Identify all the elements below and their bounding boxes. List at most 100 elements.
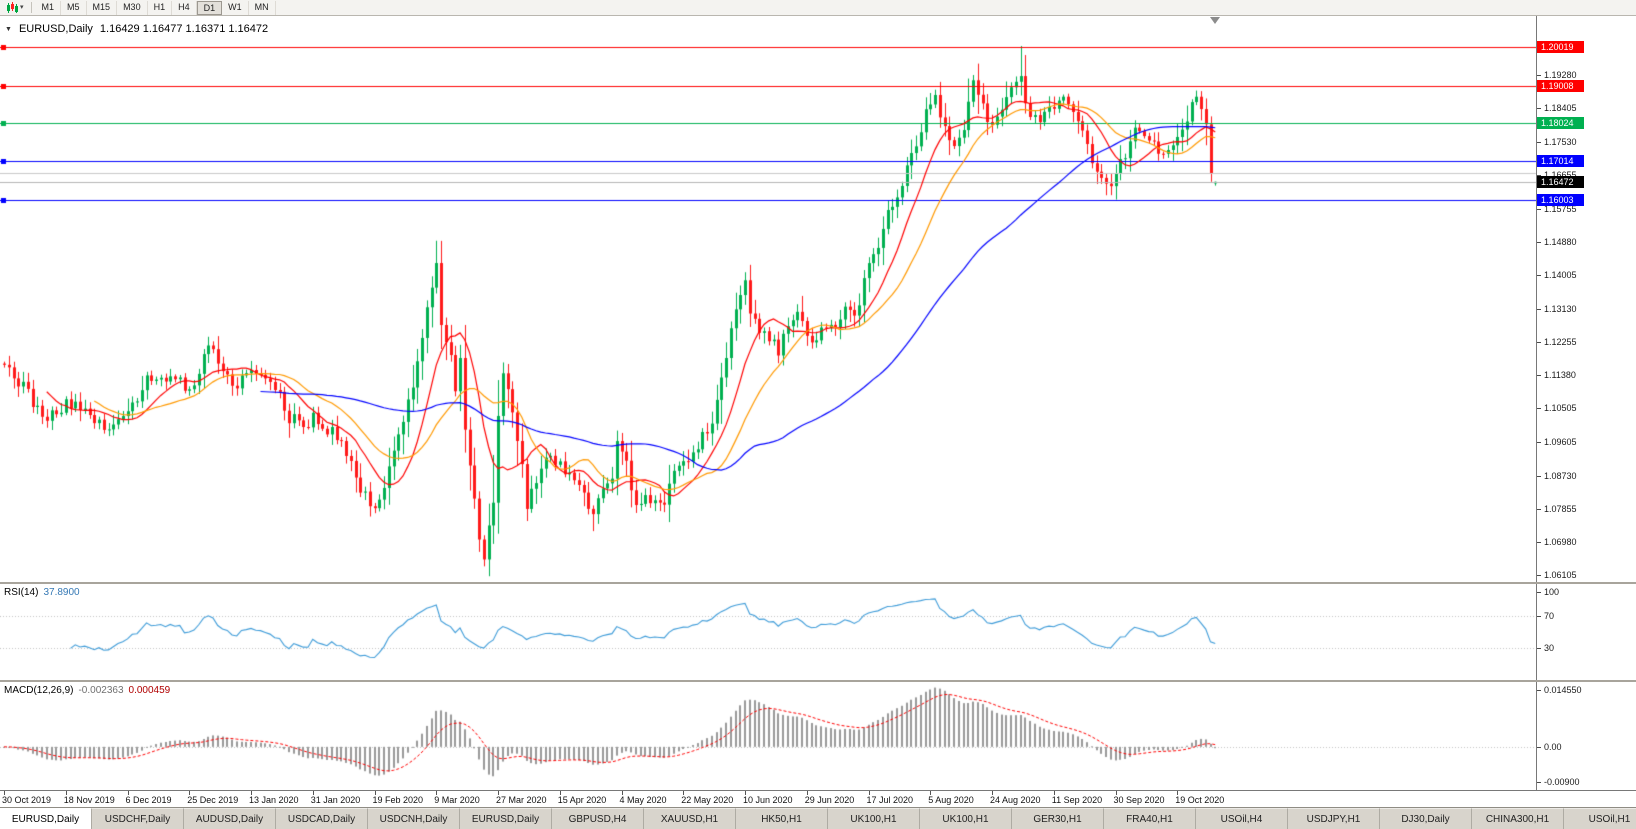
time-axis-label: 30 Sep 2020	[1113, 795, 1165, 805]
time-axis-tick	[992, 791, 993, 795]
timeframe-button-mn[interactable]: MN	[249, 0, 276, 15]
price-scale-label: 1.17530	[1544, 136, 1577, 147]
time-axis-label: 22 May 2020	[681, 795, 734, 805]
macd-indicator-label: MACD(12,26,9) -0.002363 0.000459	[4, 685, 170, 696]
hline-price-tag: 1.17014	[1537, 155, 1584, 168]
chart-tab-15-dj30-daily[interactable]: DJ30,Daily	[1380, 808, 1472, 829]
price-scale-label: 1.11380	[1544, 370, 1576, 381]
price-scale-label: 1.08730	[1544, 470, 1577, 481]
macd-signal-value: 0.000459	[128, 685, 171, 696]
chart-tab-10-uk100-h1[interactable]: UK100,H1	[920, 808, 1012, 829]
price-scale-label: 1.15755	[1544, 204, 1577, 215]
time-axis-label: 5 Aug 2020	[928, 795, 974, 805]
time-axis-tick	[189, 791, 190, 795]
time-axis-tick	[807, 791, 808, 795]
time-axis-label: 18 Nov 2019	[63, 795, 115, 805]
macd-scale[interactable]: 0.014550 0.00 -0.00900	[1536, 682, 1636, 790]
price-scale-label: 1.19280	[1544, 70, 1577, 81]
chart-tab-9-uk100-h1[interactable]: UK100,H1	[828, 808, 920, 829]
price-scale-tick	[1537, 142, 1541, 143]
chart-tab-17-usoil-h1[interactable]: USOil,H1	[1564, 808, 1636, 829]
chart-tab-2-audusd-daily[interactable]: AUDUSD,Daily	[184, 808, 276, 829]
toolbar-separator	[30, 2, 32, 13]
time-axis-tick	[869, 791, 870, 795]
chart-type-button[interactable]: ▾	[3, 1, 27, 14]
price-scale-tick	[1537, 542, 1541, 543]
time-axis-label: 29 Jun 2020	[804, 795, 855, 805]
time-axis-tick	[313, 791, 314, 795]
chart-tab-12-fra40-h1[interactable]: FRA40,H1	[1104, 808, 1196, 829]
price-scale-label: 1.10505	[1544, 403, 1577, 414]
price-scale-tick	[1537, 75, 1541, 76]
time-axis-label: 15 Apr 2020	[557, 795, 607, 805]
price-scale-tick	[1537, 442, 1541, 443]
price-scale-label: 1.09605	[1544, 437, 1577, 448]
chart-tab-5-eurusd-daily[interactable]: EURUSD,Daily	[460, 808, 552, 829]
rsi-value: 37.8900	[43, 587, 80, 598]
price-scale-tick	[1537, 309, 1541, 310]
chart-tab-13-usoil-h4[interactable]: USOil,H4	[1196, 808, 1288, 829]
time-axis-label: 19 Oct 2020	[1175, 795, 1225, 805]
price-scale-tick	[1537, 408, 1541, 409]
chart-tab-7-xauusd-h1[interactable]: XAUUSD,H1	[644, 808, 736, 829]
macd-scale-label: 0.014550	[1544, 685, 1582, 695]
time-axis-tick	[128, 791, 129, 795]
time-axis-label: 13 Jan 2020	[249, 795, 299, 805]
chart-tab-16-china300-h1[interactable]: CHINA300,H1	[1472, 808, 1564, 829]
time-axis-label: 9 Mar 2020	[434, 795, 480, 805]
chart-tab-6-gbpusd-h4[interactable]: GBPUSD,H4	[552, 808, 644, 829]
timeframe-button-m15[interactable]: M15	[87, 0, 118, 15]
rsi-scale-tick	[1537, 616, 1541, 617]
time-axis-tick	[1116, 791, 1117, 795]
chart-tab-4-usdcnh-daily[interactable]: USDCNH,Daily	[368, 808, 460, 829]
timeframe-button-h4[interactable]: H4	[172, 0, 197, 15]
time-axis-label: 31 Jan 2020	[310, 795, 361, 805]
price-scale[interactable]: 1.19280 1.18405 1.17530 1.16655 1.15755 1.148…	[1536, 16, 1636, 582]
time-axis-tick	[4, 791, 5, 795]
candlestick-chart-icon	[7, 1, 18, 13]
panel-splitter[interactable]	[0, 680, 1636, 682]
price-scale-label: 1.13130	[1544, 303, 1577, 314]
chart-tab-0-eurusd-daily[interactable]: EURUSD,Daily	[0, 808, 92, 829]
dropdown-arrow-icon[interactable]: ▼	[5, 25, 12, 33]
time-axis-label: 25 Dec 2019	[187, 795, 239, 805]
timeframe-buttons-group: M1 M5 M15 M30 H1 H4 D1 W1 MN	[36, 0, 276, 15]
time-axis[interactable]: 30 Oct 2019 18 Nov 2019 6 Dec 2019 25 Dec 2…	[0, 790, 1636, 807]
chart-title: ▼ EURUSD,Daily 1.16429 1.16477 1.16371 1…	[5, 23, 268, 35]
rsi-chart-canvas[interactable]	[0, 584, 1536, 680]
time-axis-tick	[498, 791, 499, 795]
timeframe-button-d1[interactable]: D1	[196, 0, 223, 15]
timeframe-button-m30[interactable]: M30	[117, 0, 148, 15]
timeframe-button-m1[interactable]: M1	[36, 0, 62, 15]
time-axis-label: 10 Jun 2020	[743, 795, 793, 805]
price-scale-tick	[1537, 275, 1541, 276]
time-axis-tick	[745, 791, 746, 795]
hline-price-tag: 1.18024	[1537, 116, 1584, 129]
timeframe-button-w1[interactable]: W1	[222, 0, 249, 15]
rsi-scale[interactable]: 100 70 30	[1536, 584, 1636, 680]
macd-chart-canvas[interactable]	[0, 682, 1536, 790]
timeframe-button-h1[interactable]: H1	[148, 0, 173, 15]
timeframe-button-m5[interactable]: M5	[61, 0, 87, 15]
main-chart-canvas[interactable]	[0, 16, 1536, 582]
chart-tab-8-hk50-h1[interactable]: HK50,H1	[736, 808, 828, 829]
rsi-scale-tick	[1537, 592, 1541, 593]
price-scale-label: 1.06105	[1544, 570, 1577, 581]
chart-tab-11-ger30-h1[interactable]: GER30,H1	[1012, 808, 1104, 829]
hline-price-tag: 1.19008	[1537, 79, 1584, 92]
hline-price-tag: 1.20019	[1537, 41, 1584, 54]
price-scale-label: 1.18405	[1544, 103, 1577, 114]
time-axis-tick	[436, 791, 437, 795]
chart-tab-1-usdchf-daily[interactable]: USDCHF,Daily	[92, 808, 184, 829]
rsi-scale-label: 100	[1544, 587, 1560, 597]
chart-tab-3-usdcad-daily[interactable]: USDCAD,Daily	[276, 808, 368, 829]
panel-splitter[interactable]	[0, 582, 1636, 584]
chart-shift-marker[interactable]	[1210, 17, 1220, 24]
chart-ohlc-values: 1.16429 1.16477 1.16371 1.16472	[99, 23, 269, 35]
main-chart-panel: ▼ EURUSD,Daily 1.16429 1.16477 1.16371 1…	[0, 16, 1636, 582]
price-scale-tick	[1537, 375, 1541, 376]
chart-tabs-bar: EURUSD,Daily USDCHF,Daily AUDUSD,Daily USDC…	[0, 807, 1636, 829]
chart-tab-14-usdjpy-h1[interactable]: USDJPY,H1	[1288, 808, 1380, 829]
price-scale-label: 1.14005	[1544, 270, 1577, 281]
